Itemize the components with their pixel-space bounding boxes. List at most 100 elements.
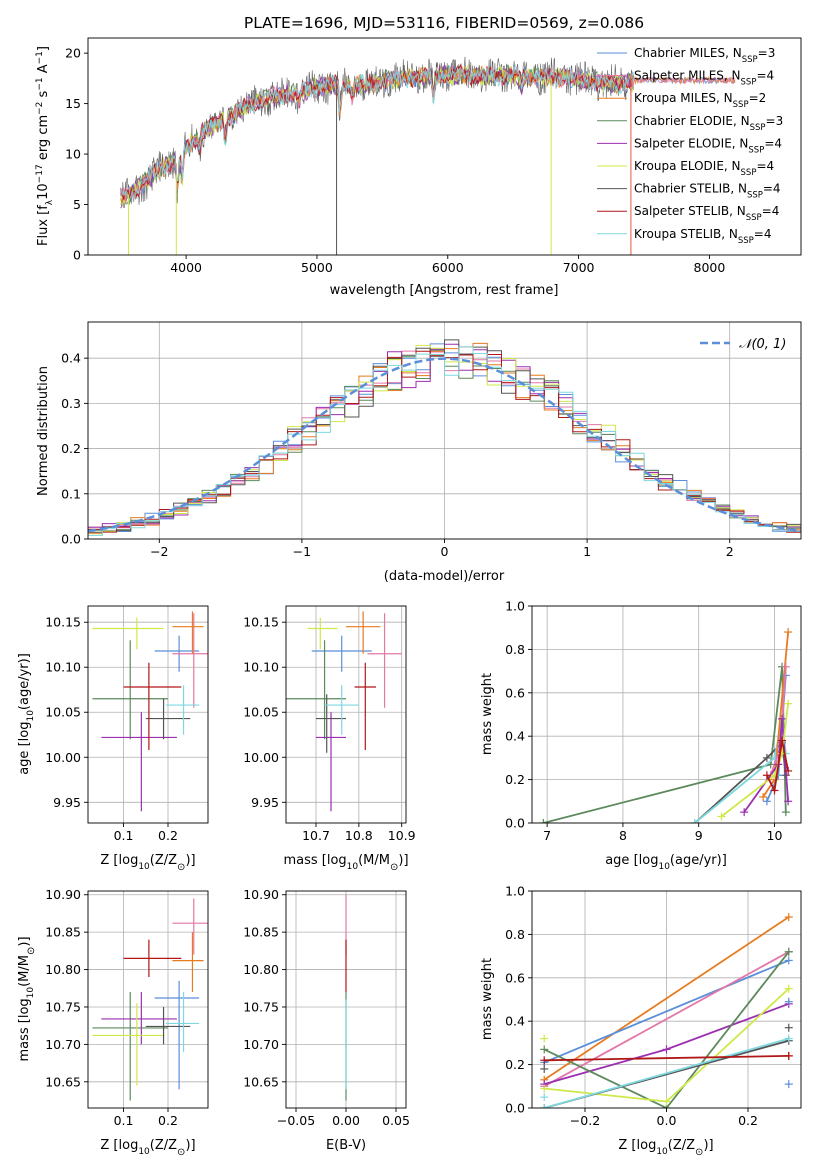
errorbar-point — [367, 613, 402, 708]
y-tick-label: 0.6 — [505, 685, 525, 700]
legend-tail: =4 — [754, 227, 772, 241]
y-tick-label: 10.65 — [243, 1074, 279, 1089]
y-tick-label: 0.6 — [505, 970, 525, 985]
plus-marker — [778, 714, 787, 723]
x-tick-label: 0.2 — [738, 1113, 758, 1128]
y-tick-label: 20 — [65, 46, 81, 61]
y-tick-label: 0.2 — [505, 1057, 525, 1072]
x-axis-label-part: 10 — [138, 862, 150, 872]
y-tick-label: 10 — [65, 147, 81, 162]
plus-marker — [784, 997, 793, 1006]
y-tick-label: 10.00 — [243, 750, 279, 765]
y-tick-label: 10.80 — [243, 962, 279, 977]
y-tick-label: 10.85 — [243, 925, 279, 940]
x-axis-label-part: 10 — [656, 1147, 668, 1157]
y-axis-label-part: 10 — [26, 710, 36, 722]
plus-marker — [778, 736, 787, 745]
legend-tail: =4 — [763, 182, 781, 196]
x-tick-label: 0 — [441, 544, 449, 559]
x-axis-label-part: 10 — [658, 862, 670, 872]
plus-marker — [717, 812, 726, 821]
legend-tail: =3 — [758, 46, 776, 60]
x-axis-label-part: (Z/Z — [150, 1138, 177, 1153]
legend-text: Kroupa STELIB, N — [634, 227, 738, 241]
x-axis-label: Z [log10(Z/Z⊙)] — [100, 853, 195, 873]
plus-marker — [690, 819, 699, 823]
y-axis-label-part: 10 — [26, 987, 36, 999]
x-tick-label: 0.2 — [158, 1113, 178, 1128]
y-axis-label-part: )] — [17, 936, 32, 946]
y-axis-label-part: ] — [36, 46, 51, 51]
plus-marker — [662, 1045, 671, 1054]
x-axis-label: mass [log10(M/M⊙)] — [283, 853, 408, 873]
plus-marker — [784, 947, 793, 956]
plus-marker — [540, 1064, 549, 1073]
plot-area — [286, 611, 402, 812]
errorbar-point — [92, 992, 168, 1101]
y-tick-label: 10.80 — [45, 962, 81, 977]
x-tick-label: 7000 — [563, 260, 595, 275]
plus-marker — [784, 1080, 793, 1089]
errorbar-point — [145, 1006, 191, 1045]
y-axis-label-part: λ — [45, 199, 55, 205]
x-axis-label: Z [log10(Z/Z⊙)] — [100, 1138, 195, 1158]
legend-entry: Chabrier MILES, NSSP=3 — [634, 46, 775, 65]
errorbar-point — [286, 640, 346, 740]
y-axis-label-part: erg cm — [36, 115, 51, 164]
plus-marker — [781, 808, 790, 817]
x-tick-label: 9 — [695, 828, 703, 843]
x-axis-label-part: ⊙ — [177, 862, 185, 873]
y-tick-label: 10.05 — [243, 705, 279, 720]
weight-line — [543, 916, 790, 1081]
errorbar-point — [92, 1003, 164, 1086]
legend-tail: =4 — [762, 204, 780, 218]
axes-frame — [87, 890, 209, 1109]
plus-marker — [784, 797, 793, 806]
y-tick-label: 0.2 — [61, 441, 81, 456]
y-tick-label: 1.0 — [505, 599, 525, 614]
x-tick-label: 10.9 — [388, 828, 416, 843]
y-tick-label: 0.4 — [505, 1014, 525, 1029]
x-axis-label-part: Z [log — [100, 853, 138, 868]
panel-spectrum: PLATE=1696, MJD=53116, FIBERID=0569, z=0… — [35, 14, 802, 298]
x-tick-label: 10.7 — [302, 828, 330, 843]
legend-text: Chabrier STELIB, N — [634, 182, 747, 196]
plot-area — [92, 898, 208, 1101]
errorbar-point — [324, 685, 359, 735]
plus-marker — [784, 1023, 793, 1032]
legend-tail: =4 — [756, 159, 774, 173]
errorbar-point — [172, 611, 204, 654]
x-axis-label-part: ⊙ — [695, 1147, 703, 1158]
plus-marker — [740, 808, 749, 817]
y-tick-label: 0.2 — [505, 772, 525, 787]
y-axis-label-part: Flux [f — [36, 205, 51, 246]
axes-frame — [87, 605, 209, 824]
plus-marker — [784, 1051, 793, 1060]
legend-sub: SSP — [747, 191, 763, 201]
chart-title: PLATE=1696, MJD=53116, FIBERID=0569, z=0… — [244, 14, 644, 32]
x-axis-label-part: ⊙ — [177, 1147, 185, 1158]
plus-marker — [762, 797, 771, 806]
errorbar-point — [165, 992, 200, 1052]
y-tick-label: 0.8 — [505, 642, 525, 657]
normal-curve — [88, 357, 801, 533]
x-tick-label: −0.05 — [277, 1113, 315, 1128]
x-axis-label-part: Z [log — [100, 1138, 138, 1153]
y-tick-label: 0.0 — [505, 816, 525, 831]
y-tick-label: 10.70 — [45, 1037, 81, 1052]
x-tick-label: 6000 — [432, 260, 464, 275]
y-tick-label: 0.3 — [61, 396, 81, 411]
histogram-kroupa_stelib — [88, 346, 801, 536]
errorbar-point — [145, 698, 191, 740]
y-tick-label: 10.10 — [45, 660, 81, 675]
y-tick-label: 9.95 — [251, 795, 279, 810]
errorbar-point — [307, 617, 338, 650]
spectrum-line-kroupa_stelib — [120, 63, 634, 203]
plus-marker — [770, 786, 779, 795]
x-tick-label: −0.2 — [570, 1113, 600, 1128]
plus-marker — [540, 1104, 549, 1108]
legend-entry: Salpeter ELODIE, NSSP=4 — [634, 136, 782, 155]
